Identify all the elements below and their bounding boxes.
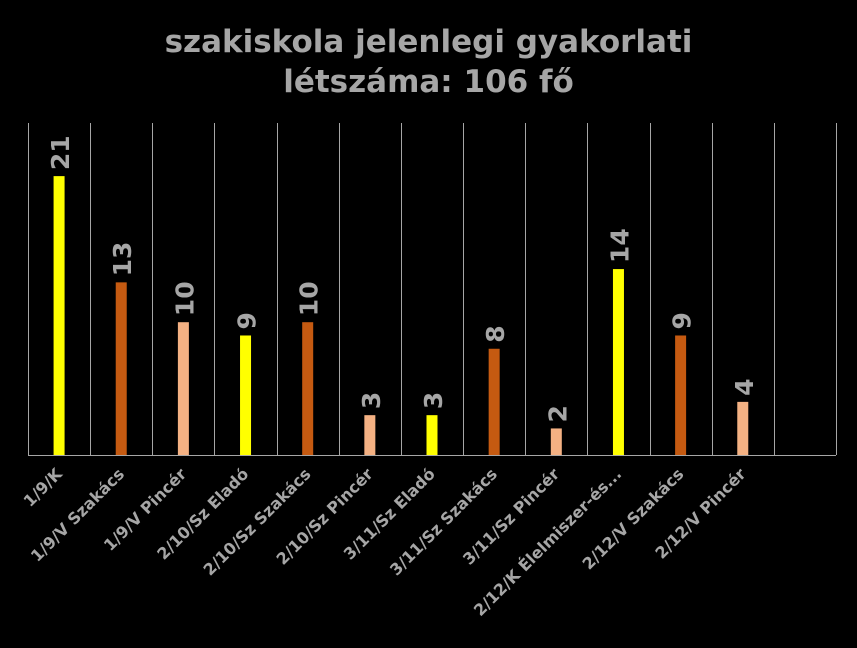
bar [240,335,252,455]
data-label: 21 [46,135,75,170]
data-label: 9 [668,312,697,329]
bar [426,415,438,455]
data-label: 9 [233,312,262,329]
data-label: 2 [543,405,572,422]
bar [53,176,65,455]
bar [364,415,376,455]
data-label: 3 [419,392,448,409]
x-tick-label: 2/10/Sz Szakács [200,464,315,579]
data-label: 8 [481,325,510,342]
x-tick-label: 1/9/K [20,464,67,511]
data-label: 10 [295,281,324,316]
data-label: 10 [170,281,199,316]
bar [488,348,500,455]
chart-title: szakiskola jelenlegi gyakorlati létszáma… [0,22,857,102]
bar [737,401,749,455]
chart-title-line-2: létszáma: 106 fő [283,64,574,100]
bar [302,322,314,455]
x-tick-label: 3/11/Sz Szakács [386,464,501,579]
bar [612,269,624,455]
chart-title-line-1: szakiskola jelenlegi gyakorlati [164,24,693,60]
bar [177,322,189,455]
bar [550,428,562,455]
data-label: 13 [108,242,137,277]
bar [115,282,127,455]
data-label: 4 [730,378,759,395]
bar [675,335,687,455]
data-label: 14 [605,228,634,263]
data-label: 3 [357,392,386,409]
